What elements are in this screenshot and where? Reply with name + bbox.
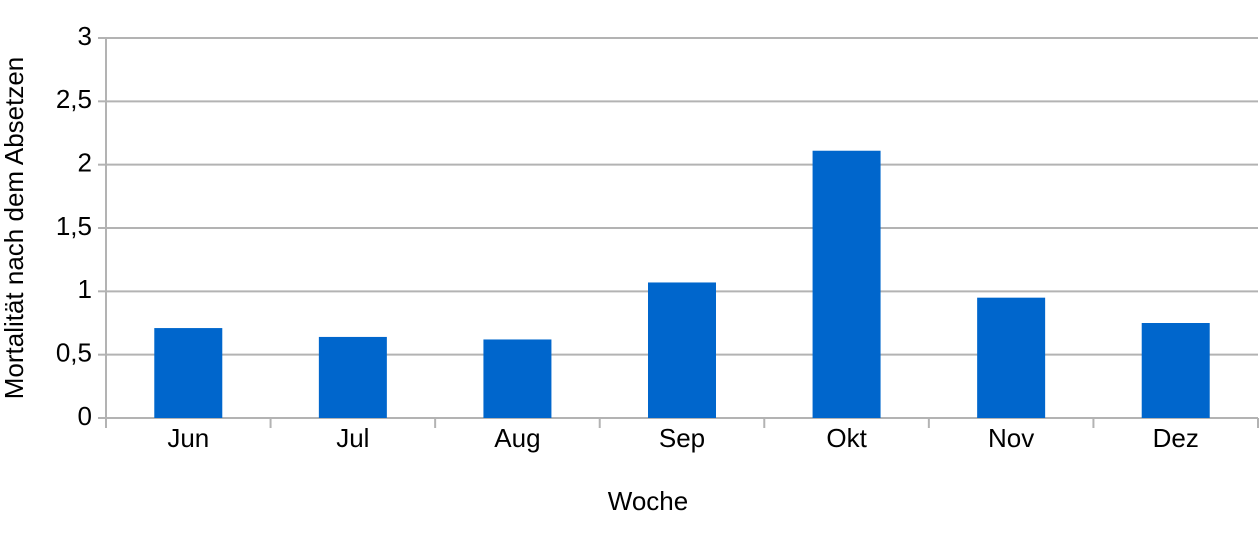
- bar: [318, 336, 387, 418]
- y-tick-label: 3: [78, 21, 92, 51]
- x-tick-label: Sep: [659, 423, 705, 453]
- bar: [1141, 323, 1210, 418]
- y-tick-label: 2,5: [56, 84, 92, 114]
- x-axis-label: Woche: [608, 486, 688, 516]
- y-tick-label: 0: [78, 401, 92, 431]
- bar: [154, 328, 223, 418]
- x-tick-label: Okt: [826, 423, 867, 453]
- bar: [812, 150, 881, 418]
- x-tick-label: Jul: [336, 423, 369, 453]
- bar: [977, 297, 1046, 418]
- y-tick-label: 0,5: [56, 338, 92, 368]
- bar: [648, 282, 716, 418]
- y-tick-label: 1: [78, 274, 92, 304]
- y-tick-label: 1,5: [56, 211, 92, 241]
- bar: [483, 339, 552, 418]
- x-tick-label: Nov: [988, 423, 1034, 453]
- y-axis-label: Mortalität nach dem Absetzen: [0, 57, 29, 400]
- x-tick-label: Jun: [167, 423, 209, 453]
- y-tick-label: 2: [78, 148, 92, 178]
- x-tick-label: Aug: [494, 423, 540, 453]
- x-tick-label: Dez: [1153, 423, 1199, 453]
